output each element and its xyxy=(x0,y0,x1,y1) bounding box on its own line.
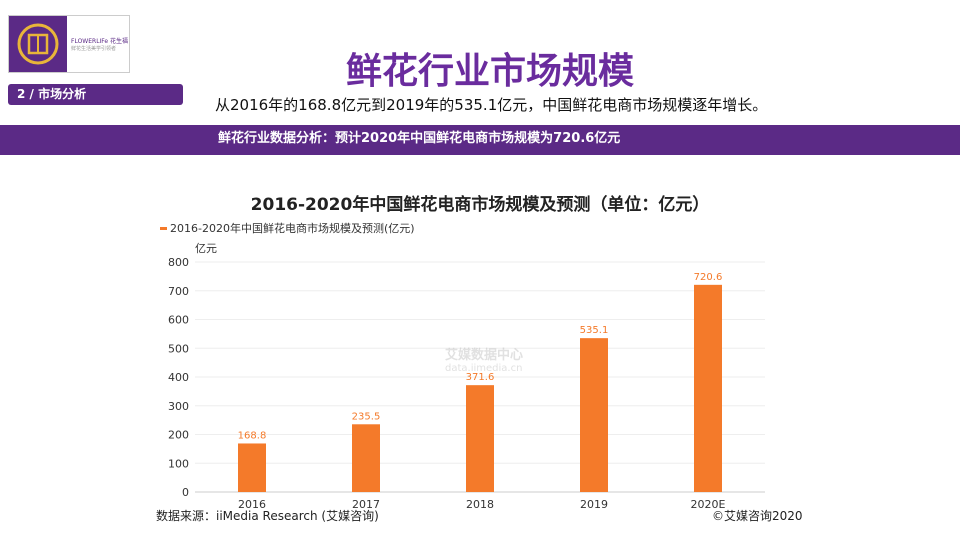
bar-2017 xyxy=(352,424,380,492)
source-note: 数据来源：iiMedia Research (艾媒咨询) xyxy=(156,509,379,523)
legend-label: 2016-2020年中国鲜花电商市场规模及预测(亿元) xyxy=(170,222,415,235)
logo-seal-icon xyxy=(9,16,67,72)
bar-2016 xyxy=(238,443,266,492)
y-tick-label: 300 xyxy=(168,400,189,413)
y-tick-label: 800 xyxy=(168,256,189,269)
watermark-cn: 艾媒数据中心 xyxy=(445,347,523,363)
y-tick-label: 600 xyxy=(168,314,189,327)
watermark: 艾媒数据中心 data.iimedia.cn xyxy=(445,347,523,374)
logo-tagline: 鲜花生活美学引领者 xyxy=(71,46,117,52)
y-tick-label: 700 xyxy=(168,285,189,298)
x-tick-label: 2018 xyxy=(466,498,494,511)
data-label: 371.6 xyxy=(466,372,495,383)
data-label: 535.1 xyxy=(580,325,609,336)
bar-2019 xyxy=(580,338,608,492)
data-label: 168.8 xyxy=(238,430,267,441)
x-tick-label: 2016 xyxy=(238,498,266,511)
logo: FLOWERLIFe 花生福 鲜花生活美学引领者 xyxy=(8,15,130,73)
section-label: 2 / 市场分析 xyxy=(8,84,183,105)
x-tick-label: 2020E xyxy=(691,498,726,511)
y-tick-label: 200 xyxy=(168,429,189,442)
page-subtitle: 从2016年的168.8亿元到2019年的535.1亿元，中国鲜花电商市场规模逐… xyxy=(215,96,768,114)
y-tick-label: 400 xyxy=(168,371,189,384)
chart-legend: 2016-2020年中国鲜花电商市场规模及预测(亿元) xyxy=(160,220,415,236)
analysis-band: 鲜花行业数据分析：预计2020年中国鲜花电商市场规模为720.6亿元 xyxy=(0,125,960,155)
copyright: ©艾媒咨询2020 xyxy=(712,509,803,523)
x-tick-label: 2017 xyxy=(352,498,380,511)
logo-brand: FLOWERLIFe 花生福 xyxy=(71,38,129,45)
data-label: 235.5 xyxy=(352,411,381,422)
y-tick-label: 0 xyxy=(182,486,189,499)
page-title: 鲜花行业市场规模 xyxy=(345,51,634,92)
legend-swatch xyxy=(160,226,167,230)
x-tick-label: 2019 xyxy=(580,498,608,511)
y-tick-label: 100 xyxy=(168,457,189,470)
bar-2020E xyxy=(694,284,722,492)
y-axis-label: 亿元 xyxy=(195,242,217,255)
watermark-url: data.iimedia.cn xyxy=(445,363,522,374)
chart-title: 2016-2020年中国鲜花电商市场规模及预测（单位：亿元） xyxy=(250,195,710,215)
data-label: 720.6 xyxy=(694,272,723,283)
bar-2018 xyxy=(466,385,494,492)
y-tick-label: 500 xyxy=(168,342,189,355)
